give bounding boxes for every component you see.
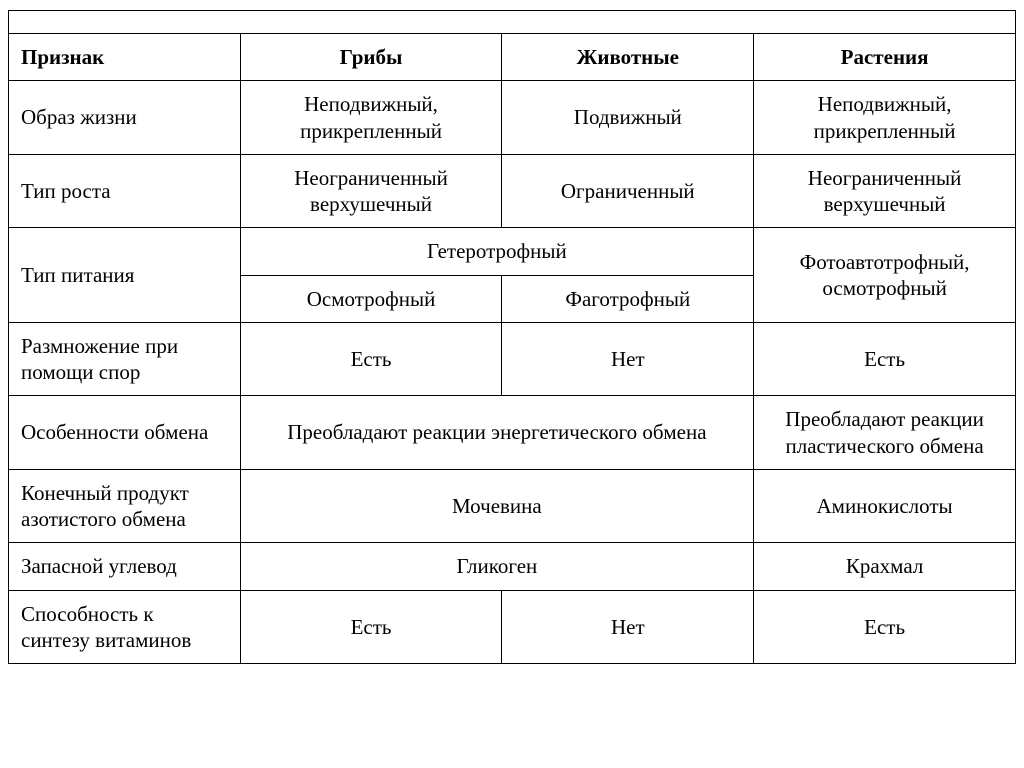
cell-label: Способность к синтезу витаминов xyxy=(9,590,241,664)
col-header-trait: Признак xyxy=(9,34,241,81)
cell-merged: Гликоген xyxy=(240,543,754,590)
row-nutrition-top: Тип питания Гетеротрофный Фотоавтотрофны… xyxy=(9,228,1016,275)
col-header-plants: Растения xyxy=(754,34,1016,81)
row-lifestyle: Образ жизни Неподвижный, прикрепленный П… xyxy=(9,81,1016,155)
row-nitrogen: Конечный продукт азотистого обмена Мочев… xyxy=(9,469,1016,543)
cell-label: Образ жизни xyxy=(9,81,241,155)
cell-merged: Преобладают реакции энергетического обме… xyxy=(240,396,754,470)
cell-plants: Есть xyxy=(754,322,1016,396)
cell-label: Особенности обмена xyxy=(9,396,241,470)
cell-label: Запасной углевод xyxy=(9,543,241,590)
cell-plants: Фотоавтотрофный, осмотрофный xyxy=(754,228,1016,323)
col-header-fungi: Грибы xyxy=(240,34,502,81)
cell-animals: Подвижный xyxy=(502,81,754,155)
row-spores: Размножение при помощи спор Есть Нет Ест… xyxy=(9,322,1016,396)
comparison-table: Признак Грибы Животные Растения Образ жи… xyxy=(8,10,1016,664)
cell-plants: Аминокислоты xyxy=(754,469,1016,543)
cell-fungi: Неподвижный, прикрепленный xyxy=(240,81,502,155)
table-blank-row xyxy=(9,11,1016,34)
cell-fungi: Неограниченный верхушечный xyxy=(240,154,502,228)
cell-merged: Мочевина xyxy=(240,469,754,543)
row-carb: Запасной углевод Гликоген Крахмал xyxy=(9,543,1016,590)
row-metabolism: Особенности обмена Преобладают реакции э… xyxy=(9,396,1016,470)
cell-label: Тип питания xyxy=(9,228,241,323)
row-vitamins: Способность к синтезу витаминов Есть Нет… xyxy=(9,590,1016,664)
cell-hetero: Гетеротрофный xyxy=(240,228,754,275)
comparison-table-container: Признак Грибы Животные Растения Образ жи… xyxy=(0,0,1024,674)
cell-label: Конечный продукт азотистого обмена xyxy=(9,469,241,543)
cell-plants: Преобладают реакции пластического обмена xyxy=(754,396,1016,470)
cell-fungi: Есть xyxy=(240,322,502,396)
cell-plants: Неограниченный верхушечный xyxy=(754,154,1016,228)
row-growth: Тип роста Неограниченный верхушечный Огр… xyxy=(9,154,1016,228)
cell-label: Тип роста xyxy=(9,154,241,228)
cell-fungi: Есть xyxy=(240,590,502,664)
cell-animals: Нет xyxy=(502,590,754,664)
cell-animals-sub: Фаготрофный xyxy=(502,275,754,322)
cell-animals: Нет xyxy=(502,322,754,396)
cell-plants: Крахмал xyxy=(754,543,1016,590)
cell-animals: Ограниченный xyxy=(502,154,754,228)
col-header-animals: Животные xyxy=(502,34,754,81)
cell-fungi-sub: Осмотрофный xyxy=(240,275,502,322)
cell-plants: Неподвижный, прикрепленный xyxy=(754,81,1016,155)
cell-label: Размножение при помощи спор xyxy=(9,322,241,396)
table-header-row: Признак Грибы Животные Растения xyxy=(9,34,1016,81)
cell-plants: Есть xyxy=(754,590,1016,664)
